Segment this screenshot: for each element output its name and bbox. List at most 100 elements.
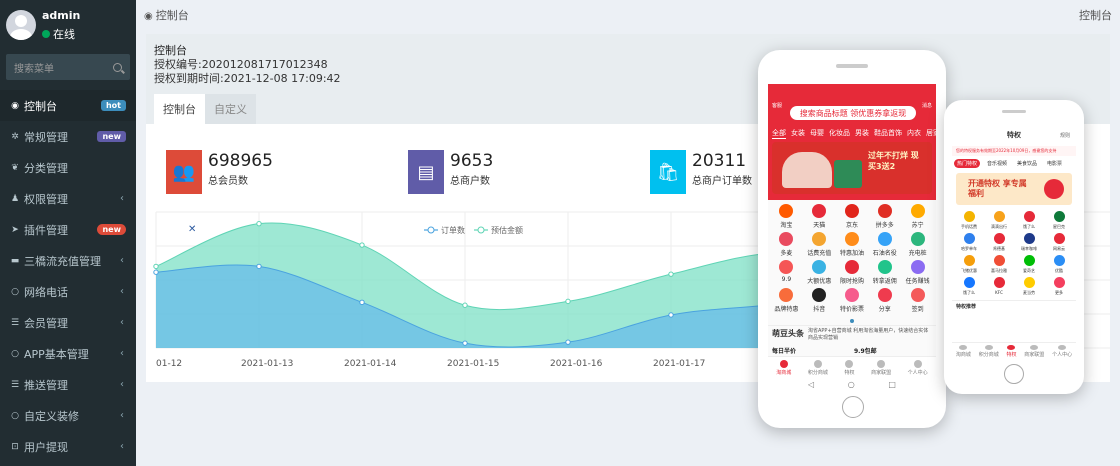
category-tab[interactable]: 居家 xyxy=(926,129,936,137)
nav-item[interactable]: 个人中心 xyxy=(1052,345,1072,358)
category-tab[interactable]: 男装 xyxy=(855,129,869,137)
grid-item[interactable]: 石油名役 xyxy=(868,232,901,257)
header-right-label[interactable]: 控制台 xyxy=(1079,9,1112,22)
tab-bar: 控制台 自定义 xyxy=(154,94,1102,124)
privilege-item[interactable]: 肯德基 xyxy=(984,233,1014,252)
news-bar[interactable]: 萌豆头条 淘省APP+自营商城 利用淘省海量用户，快速结合实体商品实现营销 xyxy=(768,325,936,344)
message-label[interactable]: 消息 xyxy=(921,103,932,109)
x-tick-label: 2021-01-15 xyxy=(447,359,499,369)
privilege-item[interactable]: 飞猪优惠 xyxy=(954,255,984,274)
grid-item[interactable]: 分享 xyxy=(868,288,901,313)
recent-apps-icon[interactable]: □ xyxy=(888,380,896,389)
grid-item[interactable]: 大额优惠 xyxy=(803,260,836,285)
sidebar-item-1[interactable]: ✲ 常规管理 new xyxy=(0,121,136,152)
privilege-item[interactable]: 麦当劳 xyxy=(1014,277,1044,296)
grid-item[interactable]: 转拿返佣 xyxy=(868,260,901,285)
legend-label[interactable]: 订单数 xyxy=(441,225,465,235)
nav-item[interactable]: 淘商城 xyxy=(776,360,791,376)
stat-card: ▤ 9653 总商户数 xyxy=(408,150,650,194)
home-circle-icon[interactable]: ○ xyxy=(847,380,855,389)
grid-item[interactable]: 京东 xyxy=(836,204,869,229)
promo-banner[interactable]: 过年不打烊 现买3送2 xyxy=(772,142,932,194)
category-tab[interactable]: 化妆品 xyxy=(829,129,850,137)
privilege-tabs: 热门特权 音乐视频 美食饮品 电影票 xyxy=(952,156,1076,171)
legend-label[interactable]: 预估金额 xyxy=(491,225,523,235)
mall-search-input[interactable]: 搜索商品标题 领优惠券拿返现 xyxy=(790,106,916,120)
privilege-item[interactable]: 星巴克 xyxy=(1044,211,1074,230)
privilege-item[interactable]: 饿了么 xyxy=(1014,211,1044,230)
tab-dashboard[interactable]: 控制台 xyxy=(154,94,205,124)
sidebar-item-6[interactable]: ○ 网络电话 ‹ xyxy=(0,276,136,307)
grid-item[interactable]: 淘宝 xyxy=(770,204,803,229)
privilege-tab[interactable]: 电影票 xyxy=(1047,161,1063,167)
search-icon[interactable] xyxy=(113,62,122,72)
sidebar-item-0[interactable]: ◉ 控制台 hot xyxy=(0,90,136,121)
nav-item[interactable]: 积分商城 xyxy=(979,345,999,358)
license-expire: 授权到期时间:2021-12-08 17:09:42 xyxy=(154,72,341,85)
sidebar-item-3[interactable]: ♟ 权限管理 ‹ xyxy=(0,183,136,214)
nav-item[interactable]: 特权 xyxy=(844,360,854,376)
privilege-tab[interactable]: 音乐视频 xyxy=(987,161,1008,167)
user-status: 在线 xyxy=(42,26,80,42)
avatar[interactable] xyxy=(6,10,36,40)
menu-search-input[interactable]: 搜索菜单 xyxy=(6,54,130,80)
privilege-banner[interactable]: 开通特权 享专属福利 xyxy=(956,173,1072,205)
grid-item[interactable]: 品牌特惠 xyxy=(770,288,803,313)
promo-half-price[interactable]: 每日半价 xyxy=(772,348,797,355)
privilege-item[interactable]: 手机话费 xyxy=(954,211,984,230)
grid-item[interactable]: 多麦 xyxy=(770,232,803,257)
sidebar-item-11[interactable]: ⊡ 用户提现 ‹ xyxy=(0,431,136,462)
promo-free-shipping[interactable]: 9.9包邮 xyxy=(854,348,877,355)
nav-item[interactable]: 商家联盟 xyxy=(871,360,891,376)
privilege-item[interactable]: 喜马拉雅 xyxy=(984,255,1014,274)
privilege-item[interactable]: 优酷 xyxy=(1044,255,1074,274)
sidebar-item-10[interactable]: ○ 自定义装修 ‹ xyxy=(0,400,136,431)
nav-icon xyxy=(984,345,993,350)
grid-item[interactable]: 限时抢购 xyxy=(836,260,869,285)
grid-item[interactable]: 充电桩 xyxy=(901,232,934,257)
privilege-item[interactable]: 饿了么 xyxy=(954,277,984,296)
nav-item[interactable]: 特权 xyxy=(1006,345,1017,358)
privilege-item[interactable]: 瑞幸咖啡 xyxy=(1014,233,1044,252)
tab-custom[interactable]: 自定义 xyxy=(205,94,256,124)
privilege-item[interactable]: 滴滴出行 xyxy=(984,211,1014,230)
privilege-tab[interactable]: 美食饮品 xyxy=(1017,161,1038,167)
privilege-item[interactable]: 哈罗单车 xyxy=(954,233,984,252)
sidebar-item-2[interactable]: ❦ 分类管理 xyxy=(0,152,136,183)
category-tab[interactable]: 鞋品首饰 xyxy=(874,129,902,137)
nav-item[interactable]: 积分商城 xyxy=(808,360,828,376)
category-tab[interactable]: 女装 xyxy=(791,129,805,137)
grid-item[interactable]: 抖音 xyxy=(803,288,836,313)
grid-item[interactable]: 签到 xyxy=(901,288,934,313)
sidebar-item-8[interactable]: ○ APP基本管理 ‹ xyxy=(0,338,136,369)
nav-item[interactable]: 个人中心 xyxy=(908,360,928,376)
service-label[interactable]: 客服 xyxy=(772,103,783,109)
privilege-tab[interactable]: 热门特权 xyxy=(954,159,981,168)
nav-item[interactable]: 淘商城 xyxy=(956,345,971,358)
grid-item[interactable]: 特惠加油 xyxy=(836,232,869,257)
grid-item[interactable]: 拼多多 xyxy=(868,204,901,229)
sidebar-item-7[interactable]: ☰ 会员管理 ‹ xyxy=(0,307,136,338)
back-icon[interactable]: ◁ xyxy=(808,380,815,389)
grid-item[interactable]: 苏宁 xyxy=(901,204,934,229)
category-tab[interactable]: 母婴 xyxy=(810,129,824,137)
sidebar-item-9[interactable]: ☰ 推送管理 ‹ xyxy=(0,369,136,400)
chevron-left-icon: ‹ xyxy=(120,255,124,266)
grid-item[interactable]: 特价影票 xyxy=(836,288,869,313)
sidebar-item-5[interactable]: ▬ 三橋流充值管理 ‹ xyxy=(0,245,136,276)
rules-link[interactable]: 规则 xyxy=(1059,132,1070,139)
grid-item[interactable]: 9.9 xyxy=(770,260,803,285)
privilege-item[interactable]: 爱奇艺 xyxy=(1014,255,1044,274)
sidebar-item-4[interactable]: ➤ 插件管理 new xyxy=(0,214,136,245)
nav-item[interactable]: 商家联盟 xyxy=(1024,345,1044,358)
grid-item[interactable]: 话费充值 xyxy=(803,232,836,257)
grid-item[interactable]: 任务赚钱 xyxy=(901,260,934,285)
home-button[interactable] xyxy=(1004,364,1024,384)
home-button[interactable] xyxy=(842,396,864,418)
privilege-item[interactable]: 网易云 xyxy=(1044,233,1074,252)
category-tab[interactable]: 内衣 xyxy=(907,129,921,137)
category-tab[interactable]: 全部 xyxy=(772,129,786,139)
privilege-item[interactable]: 更多 xyxy=(1044,277,1074,296)
grid-item[interactable]: 天猫 xyxy=(803,204,836,229)
privilege-item[interactable]: KFC xyxy=(984,277,1014,296)
